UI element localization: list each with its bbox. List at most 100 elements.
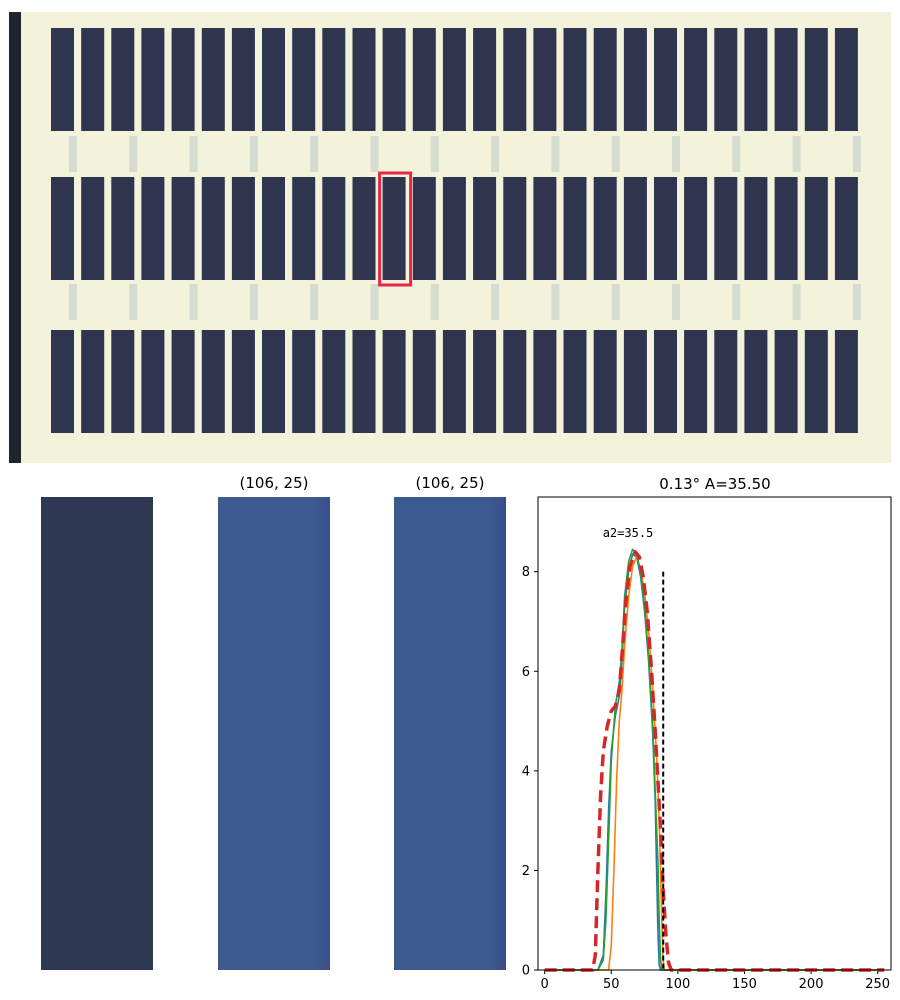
plate-edge: [9, 12, 21, 463]
crop-b-image: [394, 497, 506, 970]
plate-well: [141, 177, 165, 280]
selected-well-highlight: [378, 171, 413, 287]
plate-well: [412, 28, 436, 131]
plate-well: [804, 177, 828, 280]
crop-b-title: (106, 25): [415, 474, 485, 492]
plate-well: [473, 177, 497, 280]
plate-well: [292, 28, 316, 131]
plate-well: [593, 28, 617, 131]
plate-scan-image: [9, 12, 891, 463]
plate-well: [714, 28, 738, 131]
plate-well: [774, 177, 798, 280]
plate-well: [81, 28, 105, 131]
plate-well: [171, 28, 195, 131]
plate-well: [473, 330, 497, 433]
band-smudge: [249, 284, 258, 320]
plate-well: [744, 177, 768, 280]
plate-wells: [9, 12, 861, 463]
band-smudge: [310, 284, 319, 320]
plate-well: [231, 177, 255, 280]
plate-well: [834, 177, 858, 280]
x-tick-label: 0: [541, 977, 549, 992]
band-smudge: [129, 136, 138, 172]
plate-well: [51, 28, 74, 131]
plate-well: [593, 177, 617, 280]
plate-well: [623, 177, 647, 280]
plot-frame: [537, 496, 892, 971]
band-smudge: [370, 136, 379, 172]
plate-well: [111, 28, 135, 131]
plate-well: [714, 177, 738, 280]
plate-well: [684, 28, 708, 131]
y-tick-label: 8: [522, 565, 530, 580]
band-smudge: [310, 136, 319, 172]
plate-well: [684, 330, 708, 433]
plate-well: [231, 330, 255, 433]
plate-well: [744, 28, 768, 131]
band-smudge: [732, 136, 741, 172]
plate-well: [533, 330, 557, 433]
plate-well: [503, 177, 527, 280]
band-smudge: [189, 284, 198, 320]
plate-well: [412, 330, 436, 433]
plate-well: [201, 177, 225, 280]
plate-well: [442, 330, 466, 433]
plate-well: [111, 177, 135, 280]
band-smudge: [792, 284, 801, 320]
plate-well: [322, 330, 346, 433]
x-tick-label: 250: [865, 977, 890, 992]
plate-well: [563, 28, 587, 131]
plate-well: [623, 28, 647, 131]
chart-annotation: a2=35.5: [603, 526, 654, 540]
plate-well: [503, 28, 527, 131]
y-tick-label: 6: [522, 665, 530, 680]
crop-raw-image: [41, 497, 153, 970]
plate-well: [654, 330, 677, 433]
plate-well: [111, 330, 135, 433]
band-smudge: [672, 136, 680, 172]
plate-well: [292, 330, 316, 433]
band-smudge: [852, 136, 861, 172]
plate-well: [563, 330, 587, 433]
plate-well: [262, 177, 285, 280]
plate-well: [81, 330, 105, 433]
band-smudge: [370, 284, 379, 320]
series-line-1: [544, 553, 885, 971]
series-line-4: [544, 550, 885, 972]
plate-well: [352, 330, 376, 433]
band-smudge: [69, 136, 77, 172]
plate-well: [382, 330, 406, 433]
series-line-3: [544, 548, 885, 971]
crop-a-title: (106, 25): [239, 474, 309, 492]
plate-well: [834, 330, 858, 433]
plate-well: [654, 28, 677, 131]
plate-well: [292, 177, 316, 280]
x-tick-label: 150: [732, 977, 757, 992]
band-smudge: [491, 284, 500, 320]
band-smudge: [430, 284, 439, 320]
plate-well: [804, 330, 828, 433]
plate-well: [533, 177, 557, 280]
band-smudge: [189, 136, 198, 172]
x-tick-label: 50: [603, 977, 620, 992]
x-tick-label: 100: [665, 977, 690, 992]
plate-well: [81, 177, 105, 280]
plate-well: [171, 177, 195, 280]
band-smudge: [249, 136, 258, 172]
plate-well: [503, 330, 527, 433]
plate-well: [804, 28, 828, 131]
plate-well: [623, 330, 647, 433]
plate-well: [322, 177, 346, 280]
crop-a-image: [218, 497, 330, 970]
plate-well: [382, 177, 406, 280]
band-smudge: [792, 136, 801, 172]
plate-well: [231, 28, 255, 131]
plate-well: [563, 177, 587, 280]
plate-well: [262, 28, 285, 131]
band-smudge: [732, 284, 741, 320]
plate-well: [774, 330, 798, 433]
plate-well: [322, 28, 346, 131]
band-smudge: [551, 136, 560, 172]
plate-well: [442, 28, 466, 131]
